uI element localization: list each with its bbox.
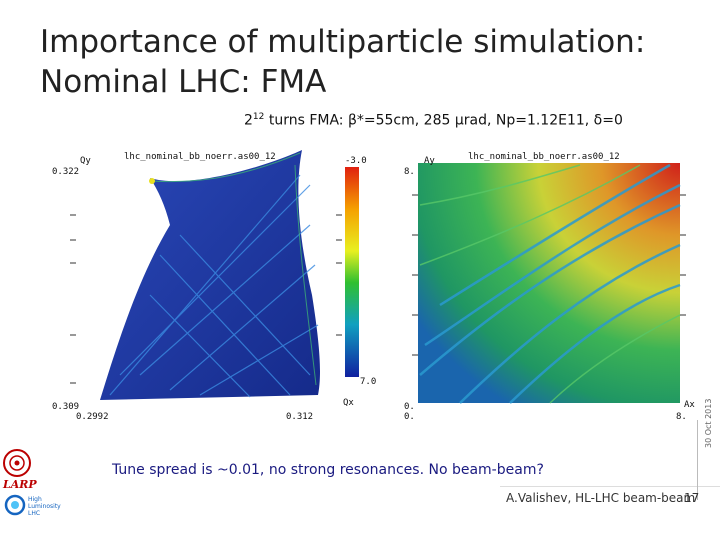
right-plot-x-axis-label: Ax <box>684 400 695 410</box>
right-plot-canvas <box>412 163 686 404</box>
title-line-1: Importance of multiparticle simulation: <box>40 24 646 60</box>
footer-divider <box>500 486 720 487</box>
left-plot-x-axis-label: Qx <box>343 398 354 408</box>
left-plot-canvas <box>70 150 359 400</box>
right-plot-file-label: lhc_nominal_bb_noerr.as00_12 <box>468 152 620 162</box>
page-number: 17 <box>684 491 700 505</box>
colorbar-bottom-label: 7.0 <box>360 377 377 387</box>
left-plot-y-bottom: 0.309 <box>52 402 80 412</box>
tune-spread-note: Tune spread is ~0.01, no strong resonanc… <box>112 462 544 478</box>
right-plot-x-right: 8. <box>676 412 687 422</box>
hl-lhc-logo-text: High Luminosity LHC <box>28 496 61 517</box>
footer-author: A.Valishev, HL-LHC beam-beam <box>506 491 696 505</box>
amplitude-map <box>418 163 680 403</box>
larp-logo-text: LARP <box>3 478 37 491</box>
footprint-core <box>149 178 155 184</box>
subtitle-base: 2 <box>244 112 253 129</box>
right-plot-y-top: 8. <box>404 167 415 177</box>
right-plot-y-axis-label: Ay <box>424 156 435 166</box>
vertical-divider <box>697 420 698 500</box>
hl-lhc-logo-icon <box>4 494 26 516</box>
right-plot-x-left: 0. <box>404 412 415 422</box>
right-plot-y-bottom: 0. <box>404 402 415 412</box>
subtitle-rest: turns FMA: β*=55cm, 285 μrad, Np=1.12E11… <box>264 112 623 129</box>
left-plot-y-axis-label: Qy <box>80 156 91 166</box>
left-plot-y-top: 0.322 <box>52 167 80 177</box>
title-line-2: Nominal LHC: FMA <box>40 64 327 100</box>
left-plot-x-left: 0.2992 <box>76 412 109 422</box>
colorbar <box>345 167 359 377</box>
larp-logo-icon <box>3 449 31 477</box>
slide-date: 30 Oct 2013 <box>704 398 713 448</box>
slide-title: Importance of multiparticle simulation: … <box>40 22 645 102</box>
colorbar-top-label: -3.0 <box>345 156 367 166</box>
tune-footprint <box>100 150 320 400</box>
subtitle-exponent: 12 <box>252 112 265 122</box>
left-plot-file-label: lhc_nominal_bb_noerr.as00_12 <box>124 152 276 162</box>
left-plot-x-right: 0.312 <box>286 412 314 422</box>
plot-subtitle: 212 turns FMA: β*=55cm, 285 μrad, Np=1.1… <box>244 112 623 129</box>
